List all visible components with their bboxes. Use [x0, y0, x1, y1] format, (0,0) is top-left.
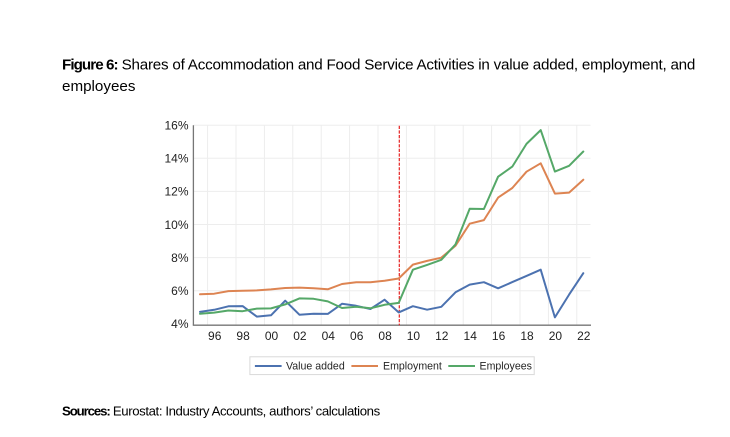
svg-text:06: 06: [350, 329, 364, 343]
svg-text:employees: employees: [62, 78, 136, 95]
svg-text:Figure 6: Shares of Accommodat: Figure 6: Shares of Accommodation and Fo…: [62, 57, 695, 74]
svg-text:98: 98: [236, 329, 250, 343]
svg-text:Employment: Employment: [383, 361, 442, 373]
svg-text:10: 10: [407, 329, 421, 343]
svg-text:20: 20: [549, 329, 563, 343]
svg-text:6%: 6%: [171, 284, 189, 298]
svg-text:Employees: Employees: [480, 361, 532, 373]
svg-text:12: 12: [435, 329, 449, 343]
svg-text:18: 18: [520, 329, 534, 343]
svg-text:12%: 12%: [164, 185, 188, 199]
svg-text:00: 00: [265, 329, 279, 343]
svg-text:8%: 8%: [171, 251, 189, 265]
svg-text:10%: 10%: [164, 218, 188, 232]
svg-text:02: 02: [293, 329, 307, 343]
svg-text:96: 96: [208, 329, 222, 343]
svg-text:Sources: Eurostat: Industry Ac: Sources: Eurostat: Industry Accounts, au…: [62, 403, 381, 418]
svg-text:22: 22: [577, 329, 591, 343]
svg-text:04: 04: [322, 329, 336, 343]
svg-text:16: 16: [492, 329, 506, 343]
svg-text:Value added: Value added: [286, 361, 345, 373]
svg-text:08: 08: [378, 329, 392, 343]
svg-text:14: 14: [464, 329, 478, 343]
svg-text:4%: 4%: [171, 317, 189, 331]
svg-text:16%: 16%: [164, 119, 188, 133]
svg-text:14%: 14%: [164, 152, 188, 166]
